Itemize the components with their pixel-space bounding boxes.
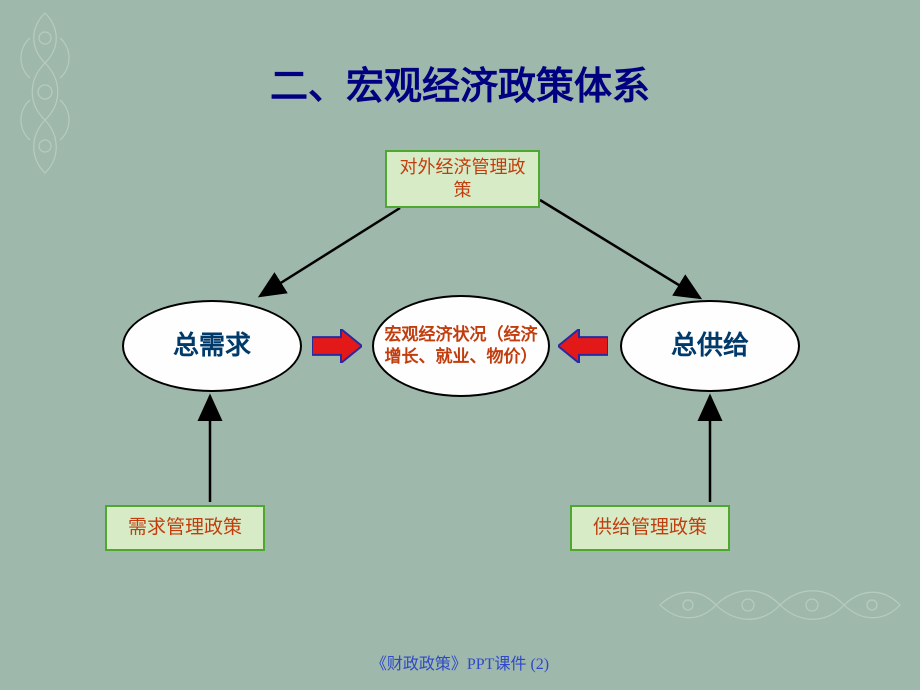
block-arrow-right: [312, 329, 362, 363]
node-macro_state: 宏观经济状况（经济增长、就业、物价）: [372, 295, 550, 397]
node-foreign_policy: 对外经济管理政策: [385, 150, 540, 208]
node-demand: 总需求: [122, 300, 302, 392]
node-demand_policy: 需求管理政策: [105, 505, 265, 551]
ornament-bottom-right: [650, 570, 910, 640]
arrow-line-1: [540, 200, 700, 298]
node-foreign_policy-label: 对外经济管理政策: [391, 156, 534, 203]
node-supply: 总供给: [620, 300, 800, 392]
node-supply-label: 总供给: [671, 329, 749, 363]
slide-title: 二、宏观经济政策体系: [0, 55, 920, 110]
arrow-line-0: [260, 208, 400, 296]
node-macro_state-label: 宏观经济状况（经济增长、就业、物价）: [380, 324, 542, 368]
slide-footer: 《财政政策》PPT课件 (2): [0, 650, 920, 674]
node-demand-label: 总需求: [173, 329, 251, 363]
node-demand_policy-label: 需求管理政策: [128, 516, 242, 541]
node-supply_policy-label: 供给管理政策: [593, 516, 707, 541]
block-arrow-left: [558, 329, 608, 363]
node-supply_policy: 供给管理政策: [570, 505, 730, 551]
slide: 二、宏观经济政策体系 总需求 总供给 宏观经济状况（经济增长、就业、物价） 对外经济管…: [0, 0, 920, 690]
